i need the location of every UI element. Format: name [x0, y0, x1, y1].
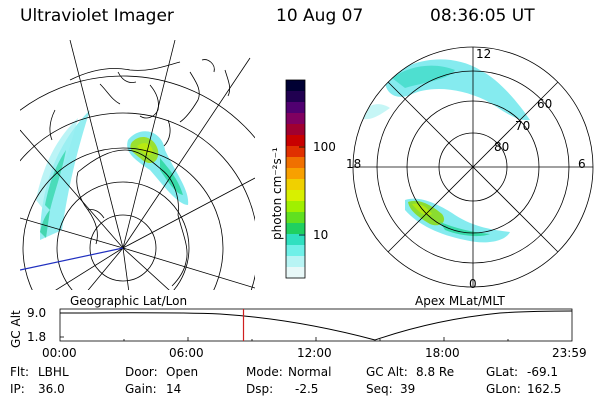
- filter-label: Flt:: [10, 365, 29, 379]
- colorbar-segment: [286, 267, 305, 279]
- instrument-title: Ultraviolet Imager: [20, 6, 174, 26]
- glon-label: GLon:: [486, 382, 521, 396]
- ip-value: 36.0: [38, 382, 65, 396]
- altitude-xtick: 06:00: [169, 346, 204, 360]
- mlat-label-60: 60: [537, 97, 553, 111]
- glon-value: 162.5: [527, 382, 562, 396]
- dsp-label: Dsp:: [246, 382, 274, 396]
- latitude-grid: [20, 75, 255, 290]
- colorbar-segment: [286, 212, 305, 224]
- colorbar-tick-100: 100: [313, 140, 336, 154]
- ip-label: IP:: [10, 382, 25, 396]
- altitude-xtick: 00:00: [42, 346, 77, 360]
- colorbar-segment: [286, 223, 305, 235]
- seq-value: 39: [400, 382, 416, 396]
- colorbar-segment: [286, 179, 305, 191]
- mlt-label-12: 12: [476, 47, 492, 61]
- mode-label: Mode:: [246, 365, 283, 379]
- gain-value: 14: [166, 382, 182, 396]
- colorbar-segment: [286, 135, 305, 147]
- sun-direction-line: [20, 247, 124, 271]
- seq-label: Seq:: [366, 382, 393, 396]
- coastlines: [49, 59, 231, 287]
- mlt-label-18: 18: [346, 157, 362, 171]
- dsp-value: -2.5: [295, 382, 319, 396]
- gain-label: Gain:: [125, 382, 157, 396]
- colorbar-segment: [286, 80, 305, 92]
- colorbar-segment: [286, 201, 305, 213]
- gcalt-value: 8.8 Re: [416, 365, 455, 379]
- glat-value: -69.1: [527, 365, 559, 379]
- mlt-label-0: 0: [469, 277, 477, 291]
- door-label: Door:: [125, 365, 158, 379]
- altitude-ylabel: GC Alt: [9, 310, 23, 348]
- colorbar-segment: [286, 168, 305, 180]
- colorbar-tick-10: 10: [313, 228, 329, 242]
- right-panel-caption: Apex MLat/MLT: [415, 294, 505, 308]
- altitude-ymin: 1.8: [27, 330, 47, 344]
- colorbar-segment: [286, 157, 305, 169]
- colorbar-segment: [286, 102, 305, 114]
- altitude-xtick: 23:59: [552, 346, 587, 360]
- left-panel-caption: Geographic Lat/Lon: [70, 294, 188, 308]
- mlat-label-70: 70: [515, 119, 531, 133]
- glat-label: GLat:: [486, 365, 519, 379]
- altitude-ymax: 9.0: [27, 306, 47, 320]
- magnetic-polar-plot: [352, 46, 594, 288]
- filter-value: LBHL: [38, 365, 69, 379]
- mlat-label-80: 80: [494, 140, 510, 154]
- colorbar-segment: [286, 234, 305, 246]
- colorbar-segment: [286, 190, 305, 202]
- date-label: 10 Aug 07: [276, 6, 364, 26]
- longitude-grid: [20, 40, 255, 290]
- colorbar-segment: [286, 146, 305, 158]
- colorbar-segment: [286, 91, 305, 103]
- colorbar-segment: [286, 256, 305, 268]
- mode-value: Normal: [288, 365, 332, 379]
- gcalt-label: GC Alt:: [366, 365, 408, 379]
- time-label: 08:36:05 UT: [430, 6, 535, 26]
- colorbar-segment: [286, 124, 305, 136]
- colorbar-segment: [286, 113, 305, 125]
- colorbar-segment: [286, 245, 305, 257]
- altitude-xtick: 18:00: [425, 346, 460, 360]
- colorbar: [285, 79, 306, 279]
- geographic-map: [20, 40, 255, 290]
- altitude-xtick: 12:00: [297, 346, 332, 360]
- mlt-label-6: 6: [578, 157, 586, 171]
- door-value: Open: [166, 365, 199, 379]
- colorbar-unit-label: photon cm⁻²s⁻¹: [270, 147, 284, 240]
- altitude-plot: [59, 308, 573, 342]
